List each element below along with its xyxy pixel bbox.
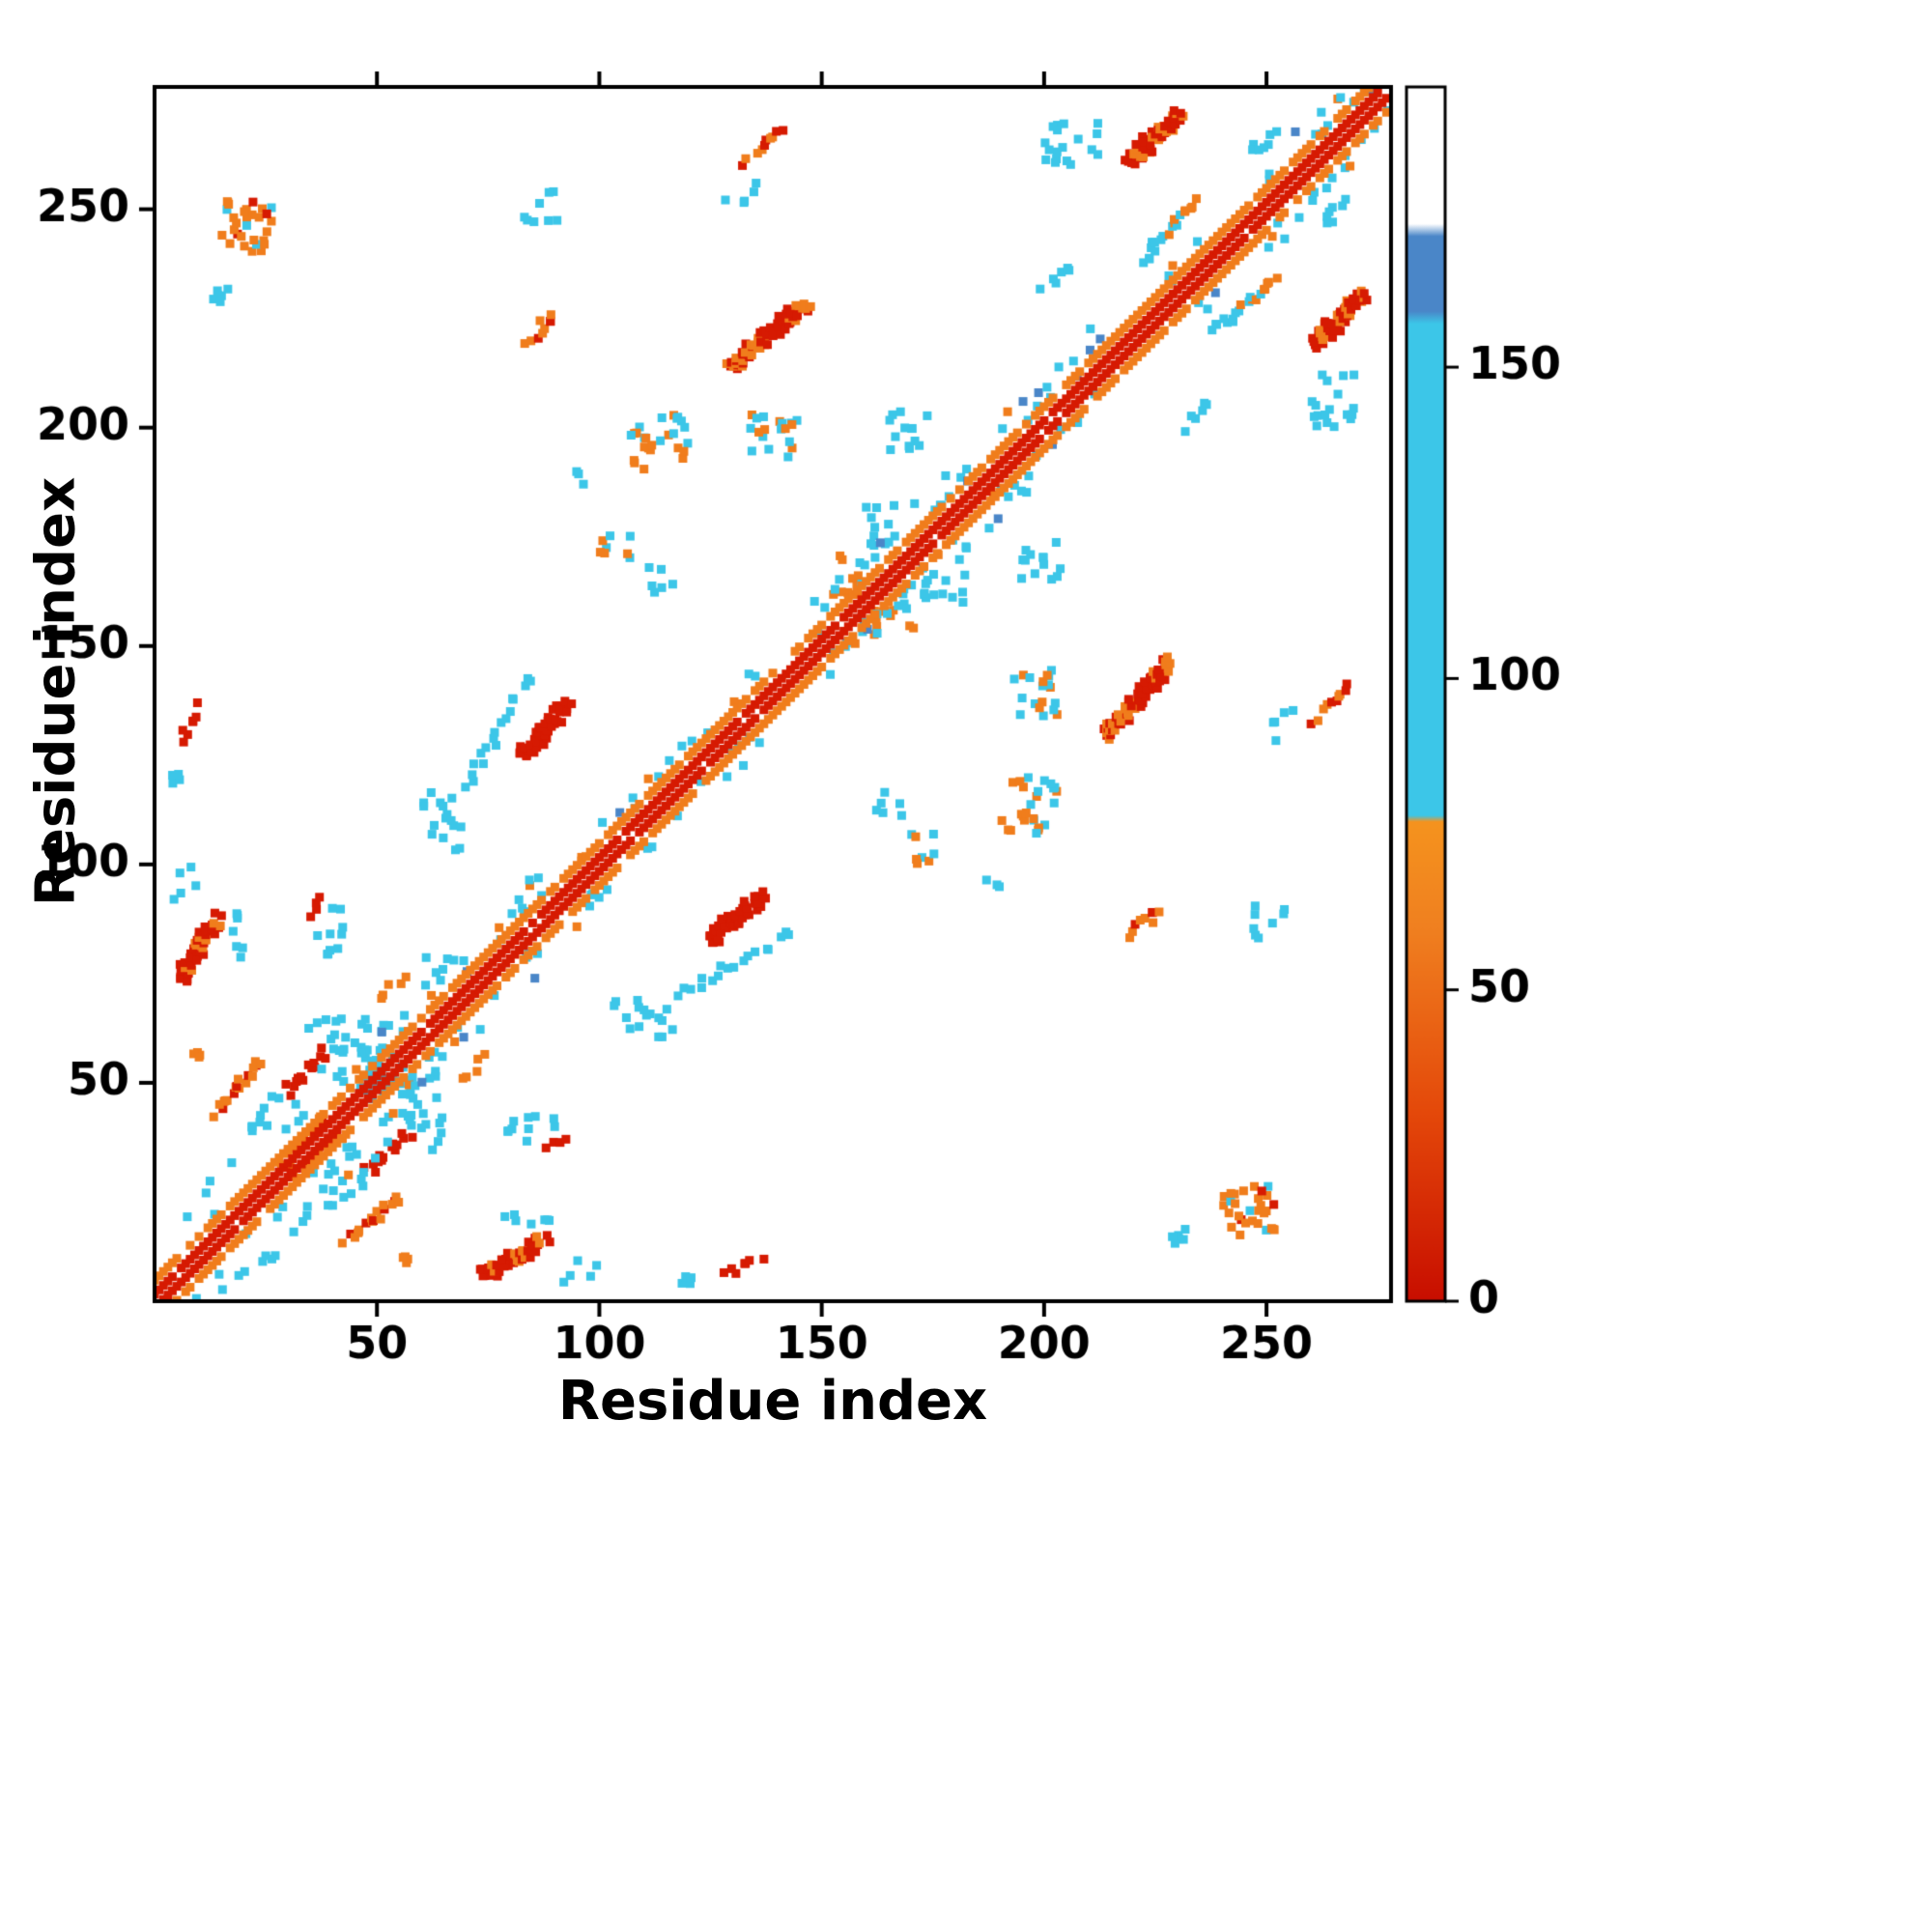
y-axis-label: Residue index xyxy=(24,476,88,907)
x-axis-label: Residue index xyxy=(557,1370,988,1433)
